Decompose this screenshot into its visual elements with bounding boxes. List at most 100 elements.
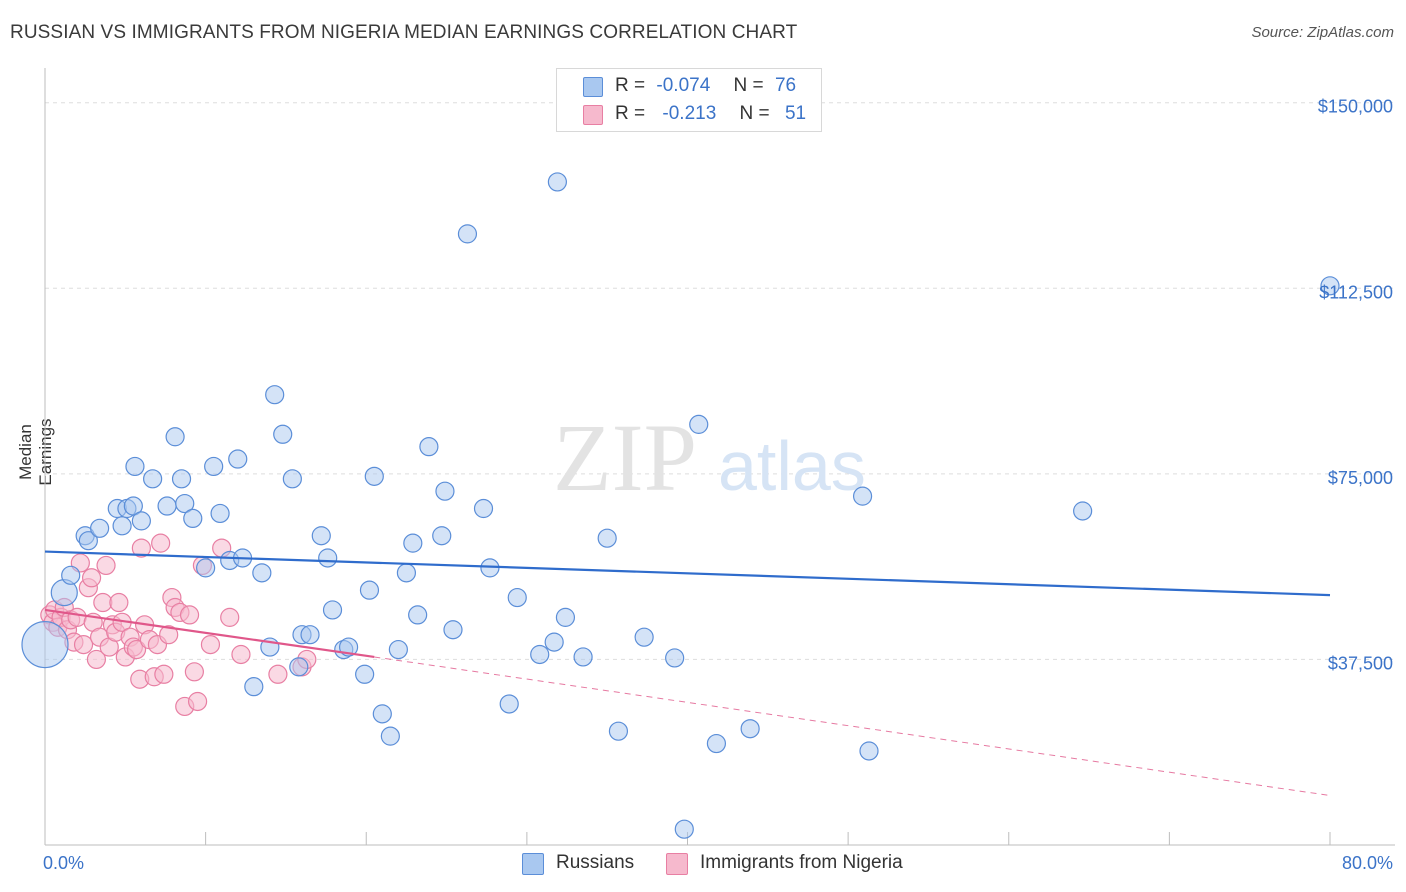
nigeria-point [220, 607, 240, 627]
russians-point [265, 385, 285, 405]
nigeria-point [159, 625, 179, 645]
russians-point [90, 518, 110, 538]
legend-row-russians: R = -0.074 N = 76 [557, 73, 821, 99]
russians-point [403, 533, 423, 553]
legend-text-nigeria: R = -0.213 N = 51 [615, 103, 806, 125]
russians-point [547, 172, 567, 192]
russians-points [21, 172, 1340, 839]
russians-point [171, 469, 192, 489]
russians-point [419, 437, 439, 457]
russians-point [196, 558, 216, 578]
russians-point [432, 526, 452, 546]
russians-point [674, 819, 694, 839]
russians-point [388, 639, 408, 660]
russians-point [555, 607, 576, 627]
y-tick-labels: $37,500 $75,000 $112,500 $150,000 [1318, 97, 1393, 674]
bottom-legend-russians: Russians [522, 852, 652, 876]
russians-point [183, 508, 203, 529]
russians-point [740, 719, 760, 739]
legend-r-label: R = [615, 75, 646, 96]
russians-point [689, 414, 709, 434]
source-label: Source: ZipAtlas.com [1251, 24, 1394, 41]
russians-point [322, 600, 343, 620]
russians-point [372, 704, 392, 724]
nigeria-point [73, 634, 94, 655]
chart-title: RUSSIAN VS IMMIGRANTS FROM NIGERIA MEDIA… [10, 22, 798, 43]
russians-point [530, 644, 550, 665]
nigeria-point [93, 592, 113, 613]
legend-r-value: -0.074 [656, 75, 711, 96]
y-tick-label: $112,500 [1319, 282, 1393, 302]
nigeria-point [268, 664, 288, 684]
russians-point [706, 733, 727, 754]
legend-swatch-pink [583, 105, 603, 125]
watermark-atlas: atlas [718, 427, 866, 505]
russians-point [408, 605, 428, 625]
nigeria-points [40, 533, 317, 717]
nigeria-point [179, 605, 200, 625]
y-tick-label: $150,000 [1318, 97, 1393, 117]
correlation-legend: R = -0.074 N = 76 R = -0.213 N = 51 [556, 68, 822, 132]
nigeria-point [109, 592, 129, 613]
axes [44, 68, 1395, 846]
russians-point [435, 481, 455, 501]
nigeria-point [154, 664, 174, 684]
russians-point [131, 511, 151, 531]
russians-point [473, 498, 494, 519]
russians-point [499, 694, 519, 714]
russians-point [125, 456, 145, 477]
watermark-zip: ZIP [553, 404, 697, 511]
russians-point [78, 531, 98, 551]
russians-point [355, 664, 375, 684]
nigeria-point [96, 555, 116, 576]
y-tick-label: $37,500 [1328, 653, 1393, 673]
legend-r-label: R = [615, 103, 646, 124]
nigeria-point [231, 644, 251, 665]
legend-n-label: N = [739, 103, 770, 124]
russians-point [396, 563, 417, 583]
x-tick-labels: 0.0% 80.0% [43, 853, 1393, 873]
bottom-legend-nigeria: Immigrants from Nigeria [666, 852, 936, 876]
trend-lines [44, 550, 1331, 797]
nigeria-point [86, 649, 107, 670]
russians-point [244, 677, 264, 697]
nigeria-point [126, 639, 147, 660]
russians-point [634, 627, 654, 647]
russians-point [204, 456, 224, 477]
russians-point [1320, 276, 1340, 296]
nigeria-point [67, 607, 87, 627]
x-tick-label: 0.0% [43, 853, 84, 873]
russians-point [380, 726, 400, 746]
nigeria-trend-line [44, 608, 375, 659]
russians-point [573, 647, 593, 667]
russians-point [544, 632, 564, 652]
russians-point [289, 657, 309, 677]
russians-point [157, 496, 177, 516]
nigeria-point [184, 662, 204, 682]
nigeria-point [200, 634, 221, 655]
russians-point [318, 548, 338, 568]
russians-point [273, 424, 293, 444]
russians-point [61, 565, 81, 585]
russians-point [21, 620, 69, 669]
grid-lines [45, 102, 1395, 660]
nigeria-point [131, 538, 151, 558]
russians-point [165, 427, 185, 447]
russians-point [282, 469, 302, 489]
russians-point [300, 625, 320, 645]
bottom-label-russians: Russians [556, 852, 635, 873]
russians-point [457, 224, 478, 244]
russians-point [252, 563, 272, 583]
russians-point [665, 648, 685, 668]
legend-swatch-blue [583, 77, 603, 97]
russians-point [859, 741, 879, 761]
russians-trend-line [44, 550, 1331, 597]
watermark: ZIP atlas [553, 404, 866, 511]
russians-point [507, 587, 527, 608]
y-tick-label: $75,000 [1328, 468, 1393, 488]
russians-point [210, 503, 230, 524]
russians-point [143, 469, 163, 489]
legend-row-nigeria: R = -0.213 N = 51 [557, 101, 821, 127]
russians-point [608, 721, 629, 741]
legend-n-value: 76 [774, 75, 797, 96]
